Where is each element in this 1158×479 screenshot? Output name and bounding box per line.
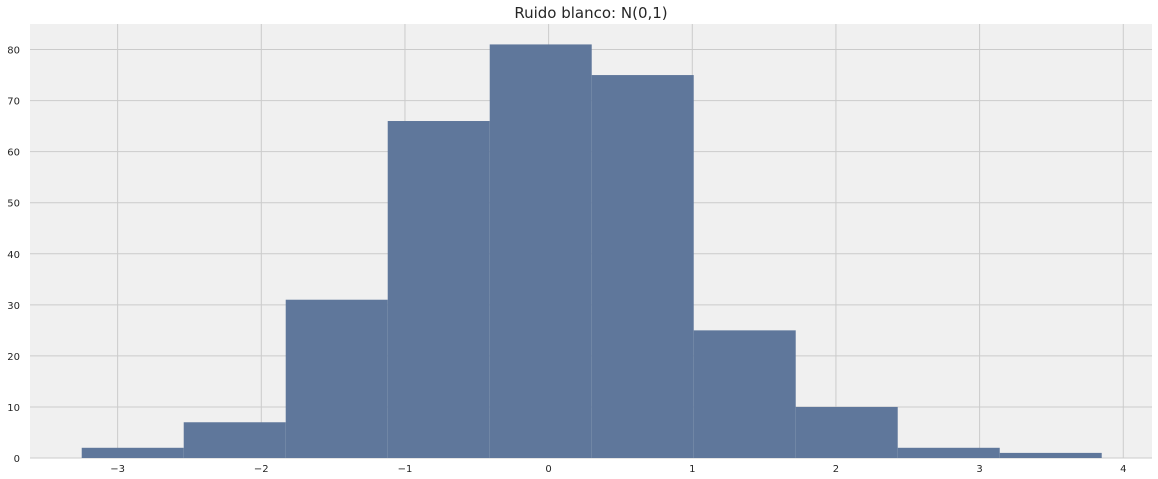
y-axis-ticks: 0 10 20 30 40 50 60 70 80 bbox=[7, 46, 20, 465]
y-tick-label-1: 10 bbox=[7, 403, 20, 414]
x-tick-label-2: −1 bbox=[398, 464, 413, 475]
histogram-bar-9 bbox=[999, 452, 1102, 458]
x-tick-label-3: 0 bbox=[545, 464, 551, 475]
histogram-bar-1 bbox=[183, 422, 286, 458]
y-tick-label-0: 0 bbox=[14, 454, 20, 465]
x-tick-label-6: 3 bbox=[976, 464, 982, 475]
y-tick-label-6: 60 bbox=[7, 148, 20, 159]
histogram-bar-0 bbox=[81, 447, 184, 458]
x-tick-label-0: −3 bbox=[110, 464, 125, 475]
y-tick-label-3: 30 bbox=[7, 301, 20, 312]
histogram-bar-2 bbox=[285, 299, 388, 458]
histogram-bar-7 bbox=[795, 406, 898, 458]
histogram-bar-4 bbox=[489, 44, 592, 459]
x-tick-label-5: 2 bbox=[833, 464, 839, 475]
histogram-bar-3 bbox=[387, 121, 490, 458]
x-axis-ticks: −3 −2 −1 0 1 2 3 4 bbox=[110, 464, 1126, 475]
y-tick-label-2: 20 bbox=[7, 352, 20, 363]
x-tick-label-1: −2 bbox=[254, 464, 269, 475]
y-tick-label-5: 50 bbox=[7, 199, 20, 210]
x-tick-label-4: 1 bbox=[689, 464, 695, 475]
chart-title: Ruido blanco: N(0,1) bbox=[514, 4, 667, 22]
y-tick-label-8: 80 bbox=[7, 46, 20, 57]
x-tick-label-7: 4 bbox=[1120, 464, 1126, 475]
y-tick-label-7: 70 bbox=[7, 97, 20, 108]
bars bbox=[81, 44, 1102, 459]
y-tick-label-4: 40 bbox=[7, 250, 20, 261]
histogram-bar-6 bbox=[693, 330, 796, 458]
histogram-bar-8 bbox=[897, 447, 1000, 458]
histogram-bar-5 bbox=[591, 75, 694, 458]
